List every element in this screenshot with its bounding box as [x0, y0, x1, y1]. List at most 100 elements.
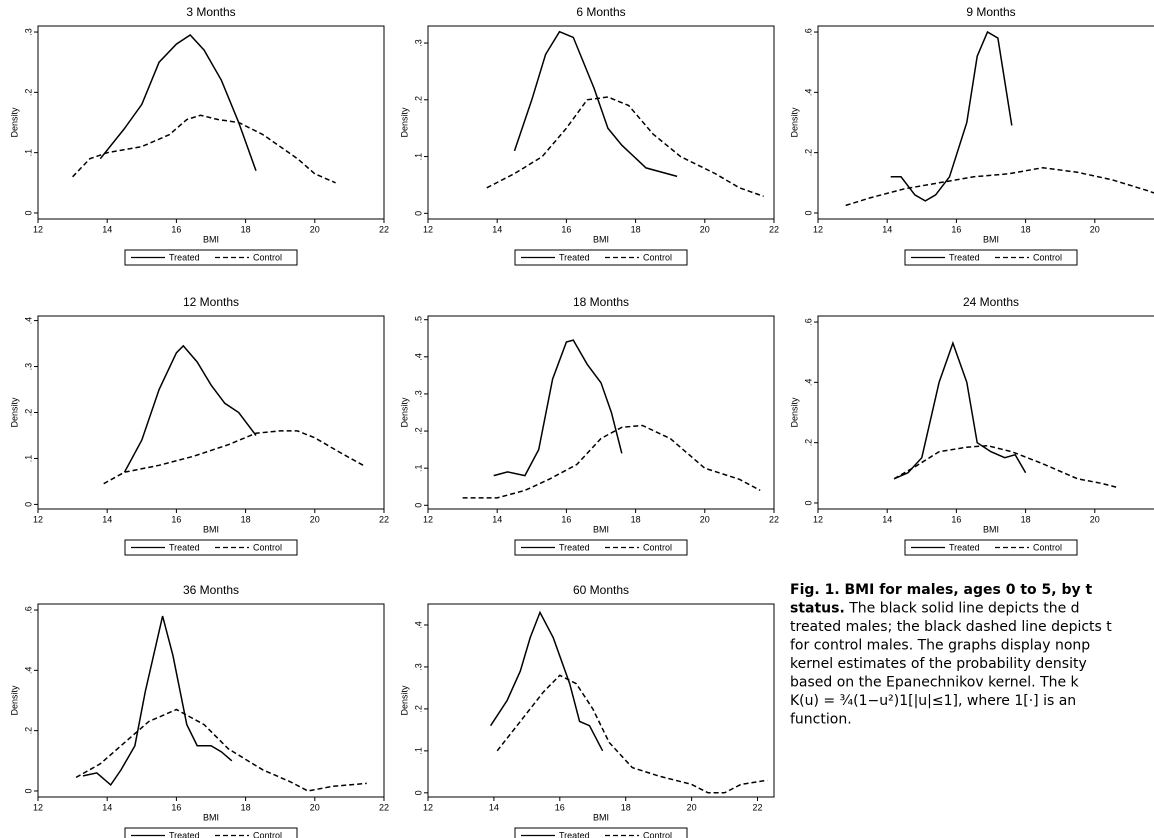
x-axis-label: BMI	[593, 812, 609, 822]
y-tick-label: 0	[23, 502, 33, 507]
y-tick-label: .5	[413, 316, 423, 324]
x-axis-label: BMI	[203, 524, 219, 534]
y-axis-label: Density	[399, 107, 409, 138]
legend-box	[514, 249, 688, 266]
caption-text: function.	[790, 712, 852, 728]
caption-text: K(u) = ¾(1−u²)1[|u|≤1], where 1[·] is an	[790, 693, 1076, 709]
density-line	[82, 615, 233, 787]
x-tick-label: 22	[753, 802, 763, 812]
density-line	[123, 344, 257, 473]
legend-box	[514, 539, 688, 556]
x-tick-label: 22	[769, 514, 779, 524]
density-line	[99, 34, 257, 172]
plot-frame	[37, 315, 385, 510]
legend-label: Treated	[949, 542, 980, 552]
x-tick-label: 22	[379, 514, 389, 524]
legend-label: Treated	[949, 252, 980, 262]
y-tick-label: .2	[413, 96, 423, 104]
density-line	[845, 166, 1154, 207]
x-tick-label: 22	[379, 224, 389, 234]
legend-label: Treated	[169, 830, 200, 838]
density-line	[513, 30, 678, 178]
x-axis-label: BMI	[593, 234, 609, 244]
legend-label: Control	[643, 830, 672, 838]
x-tick-label: 14	[492, 224, 502, 234]
legend-box	[514, 827, 688, 838]
x-tick-label: 14	[102, 514, 112, 524]
x-tick-label: 14	[102, 802, 112, 812]
x-axis-label: BMI	[203, 234, 219, 244]
x-axis-label: BMI	[203, 812, 219, 822]
x-tick-label: 18	[241, 514, 251, 524]
plot-frame	[427, 603, 775, 798]
legend-label: Control	[253, 830, 282, 838]
y-tick-label: .4	[23, 667, 33, 675]
legend-box	[904, 249, 1078, 266]
caption-line: for control males. The graphs display no…	[790, 638, 1090, 654]
x-tick-label: 16	[171, 514, 181, 524]
y-tick-label: .2	[413, 705, 423, 713]
density-line	[890, 30, 1013, 202]
caption-line: status. The black solid line depicts the…	[790, 601, 1080, 617]
legend-label: Control	[253, 542, 282, 552]
legend-label: Treated	[169, 252, 200, 262]
caption-text: The black solid line depicts the d	[845, 601, 1080, 617]
x-tick-label: 18	[1021, 514, 1031, 524]
x-tick-label: 18	[631, 514, 641, 524]
y-tick-label: 0	[803, 210, 813, 215]
y-axis-label: Density	[9, 685, 19, 716]
x-tick-label: 20	[700, 514, 710, 524]
legend-label: Control	[1033, 252, 1062, 262]
y-tick-label: .1	[23, 455, 33, 463]
plot-frame	[37, 25, 385, 220]
y-axis-label: Density	[9, 397, 19, 428]
legend-box	[124, 249, 298, 266]
density-line	[893, 340, 1027, 480]
x-axis-label: BMI	[593, 524, 609, 534]
chart-title: 9 Months	[966, 5, 1015, 19]
caption-line: Fig. 1. BMI for males, ages 0 to 5, by t	[790, 582, 1092, 598]
y-tick-label: .2	[803, 439, 813, 447]
x-tick-label: 18	[1021, 224, 1031, 234]
density-line	[75, 708, 367, 792]
plot-frame	[427, 315, 775, 510]
density-line	[103, 430, 364, 485]
x-tick-label: 14	[882, 224, 892, 234]
x-tick-label: 20	[310, 802, 320, 812]
caption-line: kernel estimates of the probability dens…	[790, 656, 1087, 672]
x-tick-label: 18	[241, 802, 251, 812]
x-tick-label: 18	[241, 224, 251, 234]
x-tick-label: 12	[813, 224, 823, 234]
caption-text: kernel estimates of the probability dens…	[790, 656, 1087, 672]
x-tick-label: 16	[171, 224, 181, 234]
plot-frame	[427, 25, 775, 220]
x-tick-label: 12	[813, 514, 823, 524]
x-tick-label: 16	[555, 802, 565, 812]
x-tick-label: 12	[423, 802, 433, 812]
x-tick-label: 16	[171, 802, 181, 812]
legend-label: Control	[643, 252, 672, 262]
y-tick-label: .2	[413, 427, 423, 435]
y-tick-label: .4	[413, 621, 423, 629]
chart-title: 12 Months	[183, 295, 239, 309]
y-tick-label: .2	[23, 727, 33, 735]
x-tick-label: 22	[769, 224, 779, 234]
x-tick-label: 14	[489, 802, 499, 812]
legend-label: Treated	[169, 542, 200, 552]
plot-frame	[817, 315, 1154, 510]
y-tick-label: .6	[23, 606, 33, 614]
caption-text: Fig. 1. BMI for males, ages 0 to 5, by t	[790, 582, 1092, 598]
y-tick-label: .3	[413, 663, 423, 671]
chart-title: 24 Months	[963, 295, 1019, 309]
legend-label: Control	[643, 542, 672, 552]
y-tick-label: .2	[23, 89, 33, 97]
y-tick-label: .2	[803, 149, 813, 157]
y-tick-label: .4	[413, 353, 423, 361]
x-tick-label: 12	[423, 224, 433, 234]
y-tick-label: .1	[413, 153, 423, 161]
x-tick-label: 20	[310, 224, 320, 234]
y-tick-label: .1	[23, 149, 33, 157]
x-tick-label: 20	[1090, 514, 1100, 524]
legend-label: Control	[1033, 542, 1062, 552]
